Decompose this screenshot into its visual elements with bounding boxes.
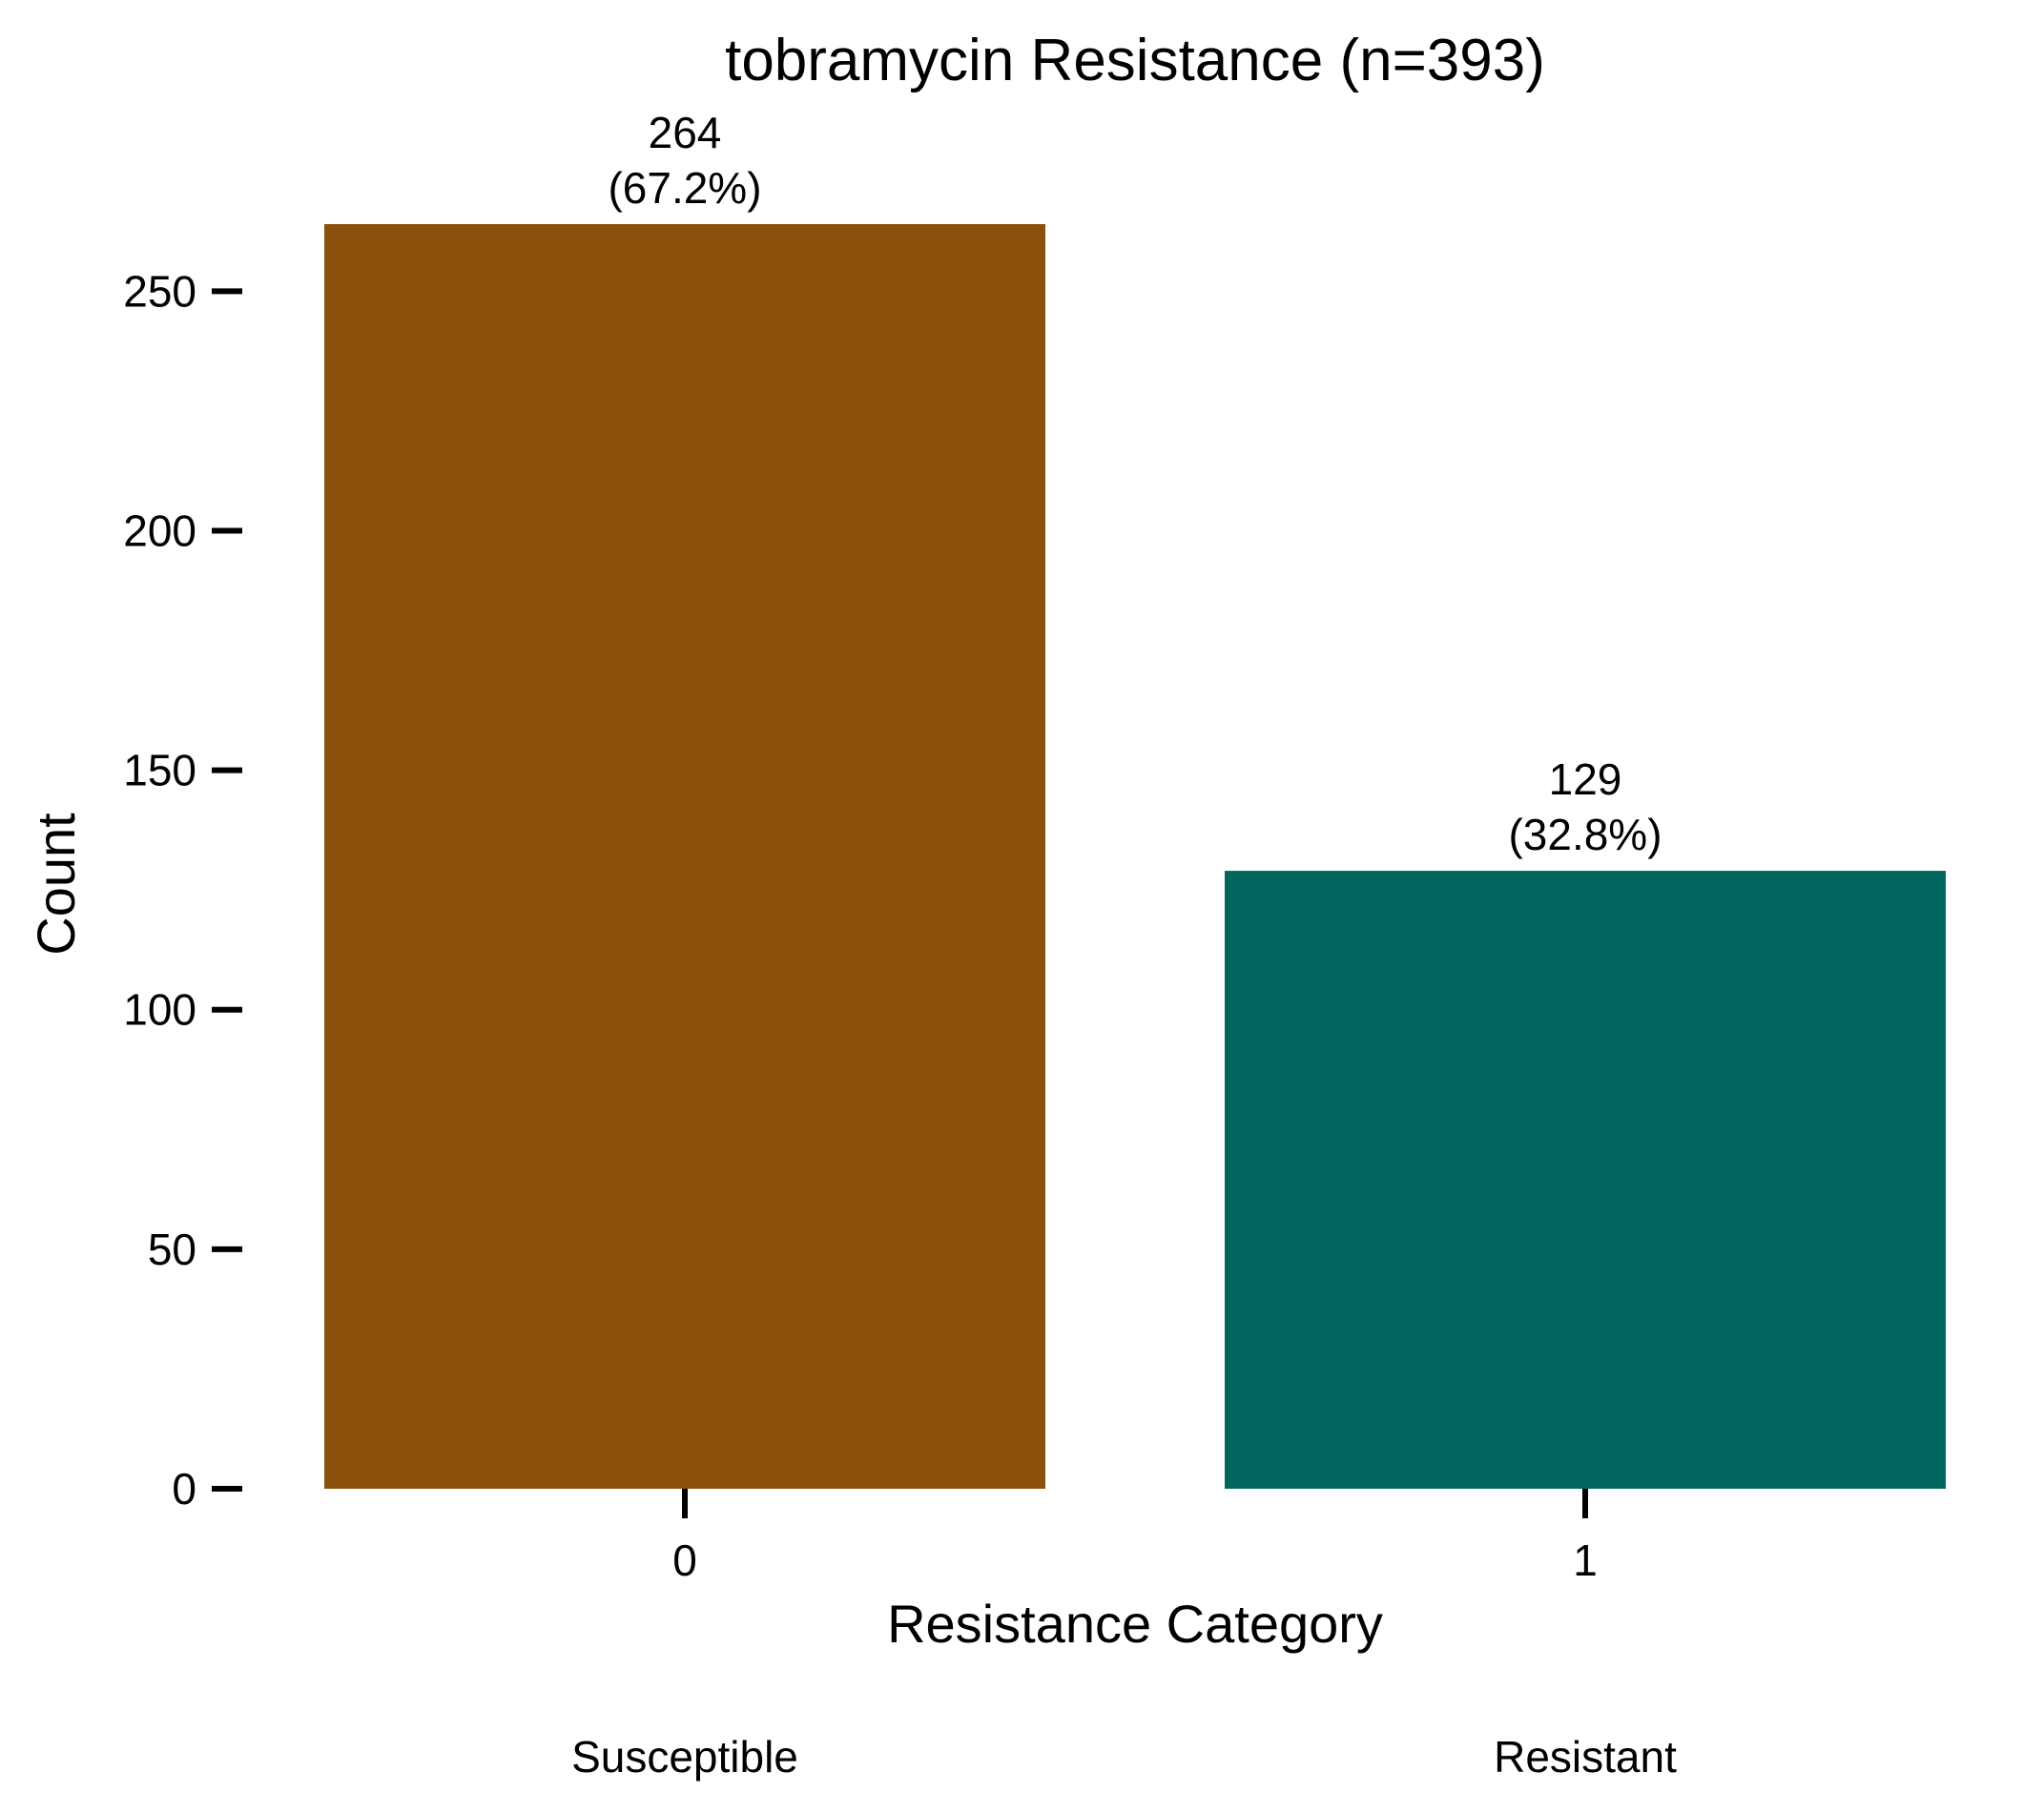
bar-resistant	[1225, 871, 1946, 1489]
y-axis: 0 50 100 150 200 250	[123, 266, 242, 1514]
x-tick-label: 0	[672, 1535, 697, 1585]
y-tick-label: 100	[123, 985, 196, 1035]
bar-value-label: 264	[649, 108, 722, 157]
bar-percent-label: (32.8%)	[1508, 810, 1662, 859]
chart-title: tobramycin Resistance (n=393)	[725, 28, 1545, 93]
y-tick-label: 0	[172, 1464, 196, 1514]
bar-susceptible	[324, 224, 1045, 1489]
bar-value-label: 129	[1549, 754, 1622, 804]
bar-percent-label: (67.2%)	[608, 163, 761, 213]
y-tick-label: 150	[123, 746, 196, 795]
y-axis-title: Count	[26, 813, 86, 956]
y-tick-label: 200	[123, 505, 196, 555]
y-tick-label: 250	[123, 266, 196, 316]
category-name-label: Susceptible	[571, 1732, 798, 1782]
bars-layer: 264 (67.2%) 129 (32.8%)	[324, 108, 1946, 1489]
x-tick-label: 1	[1573, 1535, 1598, 1585]
x-axis-title: Resistance Category	[887, 1594, 1383, 1654]
category-name-label: Resistant	[1494, 1732, 1677, 1782]
y-tick-label: 50	[148, 1225, 196, 1274]
x-axis: 0 Susceptible 1 Resistant	[571, 1489, 1677, 1782]
